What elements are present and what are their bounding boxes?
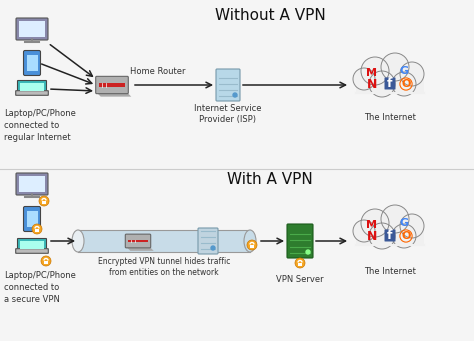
Text: The Internet: The Internet [364, 267, 416, 276]
Bar [20, 240, 44, 249]
Text: f: f [387, 77, 393, 90]
Circle shape [41, 256, 51, 266]
Bar [27, 211, 37, 227]
Bar [356, 75, 424, 93]
FancyBboxPatch shape [125, 234, 151, 248]
Circle shape [295, 258, 305, 268]
Text: Encrypted VPN tunnel hides traffic
from entities on the network: Encrypted VPN tunnel hides traffic from … [98, 257, 230, 277]
Bar [298, 263, 302, 266]
FancyBboxPatch shape [24, 50, 40, 75]
Circle shape [32, 224, 42, 234]
FancyBboxPatch shape [96, 76, 128, 94]
FancyBboxPatch shape [216, 69, 240, 101]
Bar [250, 244, 254, 248]
Text: The Internet: The Internet [364, 113, 416, 122]
Circle shape [361, 57, 389, 85]
Circle shape [392, 224, 416, 248]
Text: Without A VPN: Without A VPN [215, 9, 325, 24]
Text: f: f [387, 229, 393, 242]
FancyBboxPatch shape [18, 80, 46, 92]
Text: Laptop/PC/Phone
connected to
a secure VPN: Laptop/PC/Phone connected to a secure VP… [4, 271, 76, 303]
Text: G: G [400, 218, 409, 228]
Bar [35, 228, 39, 232]
Bar [19, 176, 45, 192]
Text: Internet Service
Provider (ISP): Internet Service Provider (ISP) [194, 104, 262, 124]
Circle shape [353, 220, 375, 242]
FancyBboxPatch shape [16, 18, 48, 40]
Text: N: N [367, 229, 377, 242]
FancyBboxPatch shape [24, 207, 40, 232]
Circle shape [353, 68, 375, 90]
FancyBboxPatch shape [287, 224, 313, 258]
FancyBboxPatch shape [384, 229, 395, 241]
FancyBboxPatch shape [16, 91, 48, 95]
Circle shape [369, 71, 395, 97]
Circle shape [392, 72, 416, 96]
FancyBboxPatch shape [16, 173, 48, 195]
Bar [42, 201, 46, 204]
Circle shape [400, 214, 424, 238]
Bar [78, 230, 250, 252]
FancyBboxPatch shape [198, 228, 218, 254]
Circle shape [247, 240, 257, 250]
Text: With A VPN: With A VPN [227, 172, 313, 187]
Circle shape [400, 62, 424, 86]
Circle shape [211, 246, 215, 250]
Text: Laptop/PC/Phone
connected to
regular Internet: Laptop/PC/Phone connected to regular Int… [4, 109, 76, 142]
Text: G: G [400, 66, 409, 76]
Bar [27, 55, 37, 71]
Text: O: O [401, 79, 410, 89]
Circle shape [381, 205, 409, 233]
Bar [128, 240, 148, 242]
Circle shape [306, 250, 310, 254]
Circle shape [233, 93, 237, 97]
Bar [99, 83, 125, 87]
Circle shape [361, 209, 389, 237]
Bar [44, 261, 48, 264]
Text: M: M [366, 220, 377, 230]
Circle shape [369, 223, 395, 249]
Polygon shape [97, 93, 131, 97]
FancyBboxPatch shape [16, 249, 48, 253]
Text: N: N [367, 77, 377, 90]
Polygon shape [126, 247, 154, 251]
Text: Home Router: Home Router [130, 66, 185, 75]
FancyBboxPatch shape [18, 238, 46, 251]
Ellipse shape [244, 230, 256, 252]
Circle shape [381, 53, 409, 81]
Bar [19, 21, 45, 37]
Bar [356, 227, 424, 245]
Text: VPN Server: VPN Server [276, 275, 324, 284]
Text: O: O [401, 231, 410, 241]
Circle shape [39, 196, 49, 206]
FancyBboxPatch shape [384, 77, 395, 89]
Bar [20, 83, 44, 90]
Ellipse shape [72, 230, 84, 252]
Text: M: M [366, 68, 377, 78]
